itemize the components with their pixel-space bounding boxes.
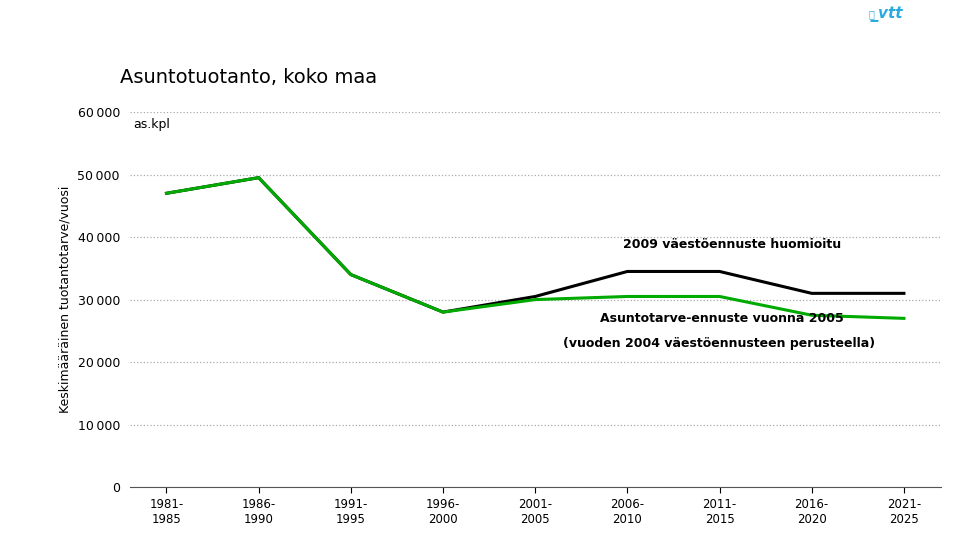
Text: Pekka Pajakkala 10.8.2010    13: Pekka Pajakkala 10.8.2010 13 [658,21,835,31]
Text: Asuntotarve-ennuste vuonna 2005: Asuntotarve-ennuste vuonna 2005 [600,311,844,325]
FancyBboxPatch shape [840,0,960,52]
Text: 2009 väestöennuste huomioitu: 2009 väestöennuste huomioitu [623,238,841,251]
Y-axis label: Keskimääräinen tuotantotarve/vuosi: Keskimääräinen tuotantotarve/vuosi [59,186,72,413]
Text: VTT TECHNICAL RESEARCH CENTRE OF FINLAND: VTT TECHNICAL RESEARCH CENTRE OF FINLAND [19,21,301,31]
Text: ⼀: ⼀ [869,10,875,20]
Text: Asuntotuotanto, koko maa: Asuntotuotanto, koko maa [120,68,377,87]
Text: ̲̲vtt: ̲̲vtt [878,7,903,22]
Text: (vuoden 2004 väestöennusteen perusteella): (vuoden 2004 väestöennusteen perusteella… [563,337,875,349]
Text: as.kpl: as.kpl [133,118,171,130]
